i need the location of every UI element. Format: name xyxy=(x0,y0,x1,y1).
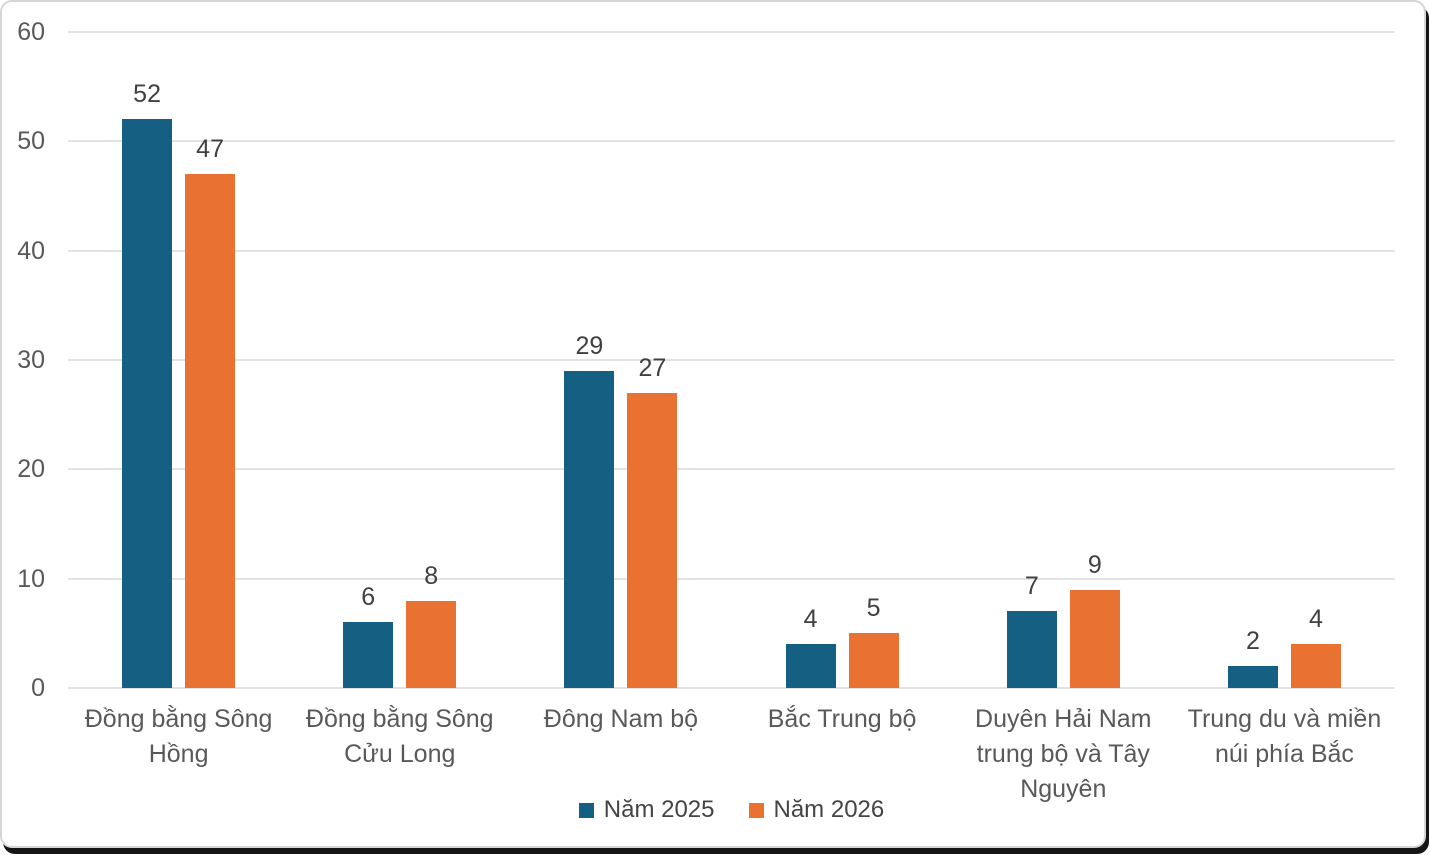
gridline-y-20 xyxy=(68,468,1395,471)
x-axis-labels: Đồng bằng Sông Hồng Đồng bằng Sông Cửu Lo… xyxy=(68,702,1395,807)
bar-series-0-cat-4: 7 xyxy=(1006,572,1057,688)
bar-group-0: 52 47 xyxy=(68,32,289,688)
data-label: 4 xyxy=(803,605,818,634)
bar-series-0-cat-0: 52 xyxy=(122,80,173,688)
y-tick-label-60: 60 xyxy=(17,18,45,46)
legend-label: Năm 2026 xyxy=(773,796,885,823)
legend-label: Năm 2025 xyxy=(603,796,715,823)
bar-series-1-cat-2: 27 xyxy=(627,354,678,688)
gridline-y-50 xyxy=(68,140,1395,143)
gridline-y-0 xyxy=(68,687,1395,689)
legend: Năm 2025 Năm 2026 xyxy=(68,796,1395,824)
bar-series-0-cat-3: 4 xyxy=(785,605,836,688)
x-axis-label-5: Trung du và miền núi phía Bắc xyxy=(1187,705,1382,768)
data-label: 52 xyxy=(133,80,161,109)
data-label: 47 xyxy=(196,135,224,164)
y-tick-label-0: 0 xyxy=(31,674,45,702)
bar-series-0-cat-1: 6 xyxy=(343,583,394,688)
bar-series-0-cat-5: 2 xyxy=(1227,627,1278,688)
y-tick-label-40: 40 xyxy=(17,236,45,265)
legend-swatch-icon xyxy=(748,802,764,818)
data-label: 2 xyxy=(1245,627,1260,656)
y-tick-label-50: 50 xyxy=(17,127,45,156)
data-label: 6 xyxy=(361,583,376,612)
x-axis-label-0: Đồng bằng Sông Hồng xyxy=(84,705,273,768)
data-label: 7 xyxy=(1024,572,1039,601)
legend-item-1: Năm 2026 xyxy=(748,796,885,824)
data-label: 9 xyxy=(1087,550,1102,579)
data-label: 5 xyxy=(866,594,881,623)
bars-row: 52 47 6 8 29 27 4 5 7 9 2 4 xyxy=(68,32,1395,688)
x-axis-label-1: Đồng bằng Sông Cửu Long xyxy=(305,705,494,768)
y-tick-label-30: 30 xyxy=(17,346,45,374)
plot-area: 0 10 20 30 40 50 60 52 47 6 8 29 27 4 5 7 9 2 4 xyxy=(17,18,1395,702)
x-axis-label-2: Đông Nam bộ xyxy=(543,705,699,733)
bar-series-1-cat-1: 8 xyxy=(406,562,457,688)
gridline-y-60 xyxy=(68,31,1395,33)
bar-series-1-cat-0: 47 xyxy=(185,135,236,688)
y-tick-label-10: 10 xyxy=(17,564,45,593)
legend-swatch-icon xyxy=(578,802,594,818)
gridline-y-40 xyxy=(68,249,1395,252)
x-axis-label-4: Duyên Hải Nam trung bộ và Tây Nguyên xyxy=(975,705,1152,803)
x-axis-label-3: Bắc Trung bộ xyxy=(767,705,917,733)
bar-group-2: 29 27 xyxy=(510,32,731,688)
data-label: 27 xyxy=(638,353,667,382)
bar-series-0-cat-2: 29 xyxy=(564,332,615,688)
gridline-y-30 xyxy=(68,359,1395,361)
bar-series-1-cat-3: 5 xyxy=(848,594,899,688)
data-label: 8 xyxy=(424,561,439,590)
legend-item-0: Năm 2025 xyxy=(578,796,715,824)
data-label: 29 xyxy=(575,331,604,360)
y-tick-label-20: 20 xyxy=(17,455,45,484)
data-label: 4 xyxy=(1308,605,1323,634)
bar-series-1-cat-5: 4 xyxy=(1290,605,1341,688)
bar-series-1-cat-4: 9 xyxy=(1069,551,1120,688)
gridline-y-10 xyxy=(68,577,1395,580)
